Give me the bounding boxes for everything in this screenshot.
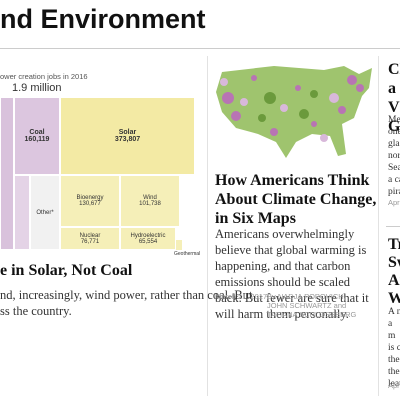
date: March 21, 2017 xyxy=(215,292,268,301)
summary-line: the xyxy=(388,355,400,365)
cell-value: 130,677 xyxy=(79,201,101,207)
summary: Me one glac nor Sea a ca pira xyxy=(388,114,400,198)
summary-line: is c xyxy=(388,343,400,353)
cell-value: 76,771 xyxy=(80,238,100,245)
treemap-cell: Wind 101,738 xyxy=(120,175,180,227)
treemap-cell xyxy=(0,97,14,250)
divider xyxy=(378,56,379,396)
rule xyxy=(386,226,400,227)
summary-line: Me xyxy=(388,115,400,125)
headline-line: Cl xyxy=(388,61,400,78)
map-patches xyxy=(220,78,339,142)
summary-line: A n xyxy=(388,307,400,317)
treemap-cell: Coal 160,119 xyxy=(14,97,60,175)
summary-line: a ca xyxy=(388,175,400,185)
cell-label: Solar xyxy=(118,129,137,136)
section-title: nd Environment xyxy=(0,4,206,34)
treemap-cell: Solar 373,807 xyxy=(60,97,195,175)
cell-value: 101,738 xyxy=(139,201,161,207)
cell-value: 373,807 xyxy=(114,136,141,143)
summary-line: nor xyxy=(388,151,400,161)
headline[interactable]: e in Solar, Not Coal xyxy=(0,262,133,279)
summary-line: a m xyxy=(388,319,396,341)
summary-line: Sea xyxy=(388,163,400,173)
headline-line: Tr xyxy=(388,236,400,253)
map-patches xyxy=(222,75,364,136)
headline[interactable]: Tr Sw Ar W xyxy=(388,236,400,308)
graphic-total: 1.9 million xyxy=(12,82,62,94)
treemap-cell xyxy=(176,240,182,250)
treemap-cell: Other* xyxy=(30,175,60,250)
date: April xyxy=(388,381,400,390)
cell-label: Geothermal xyxy=(174,251,201,257)
treemap-cell: Bioenergy 130,677 xyxy=(60,175,120,227)
cell-value: 65,554 xyxy=(138,238,158,245)
summary-line: nd, increasingly, wind power, rather tha… xyxy=(0,288,253,302)
summary-line: the xyxy=(388,367,400,377)
divider xyxy=(207,56,208,396)
cell-label: Coal xyxy=(29,129,45,136)
cell-label: Bioenergy xyxy=(76,195,104,201)
cell-label: Nuclear xyxy=(79,232,101,239)
summary: Americans overwhelmingly believe that gl… xyxy=(215,227,369,321)
treemap-cell xyxy=(14,175,30,250)
cell-label: Wind xyxy=(143,195,157,201)
summary-line: pira xyxy=(388,187,400,197)
headline-line: Sw xyxy=(388,254,400,271)
summary-line: leat xyxy=(388,379,400,389)
summary: nd, increasingly, wind power, rather tha… xyxy=(0,287,252,319)
date: April xyxy=(388,198,400,207)
headline-line: Ar xyxy=(388,272,400,289)
summary-line: ss the country. xyxy=(0,304,72,318)
summary-line: one xyxy=(388,127,400,137)
graphic-caption: ower creation jobs in 2016 xyxy=(0,72,88,81)
headline-line: Ge xyxy=(388,118,400,135)
cell-label: Hydroelectric xyxy=(130,232,166,239)
headline-line: W xyxy=(388,290,400,307)
map-patches xyxy=(258,90,318,122)
byline: By NADJA POPOVICH, JOHN SCHWARTZ and TAT… xyxy=(267,292,357,319)
us-map xyxy=(216,66,372,158)
cell-value: 160,119 xyxy=(24,136,50,143)
treemap-cell: Nuclear 76,771 xyxy=(60,227,120,250)
summary-line: glac xyxy=(388,139,400,149)
headline-line: a V xyxy=(388,80,400,116)
rule xyxy=(0,48,400,49)
headline[interactable]: How Americans Think About Climate Change… xyxy=(215,172,377,227)
map-image[interactable] xyxy=(214,58,374,163)
headline[interactable]: Cl a V Ge xyxy=(388,60,400,136)
treemap-cell: Hydroelectric 65,554 xyxy=(120,227,176,250)
summary: A n a m is c the the leat xyxy=(388,306,400,390)
cell-label: Other* xyxy=(36,209,54,216)
